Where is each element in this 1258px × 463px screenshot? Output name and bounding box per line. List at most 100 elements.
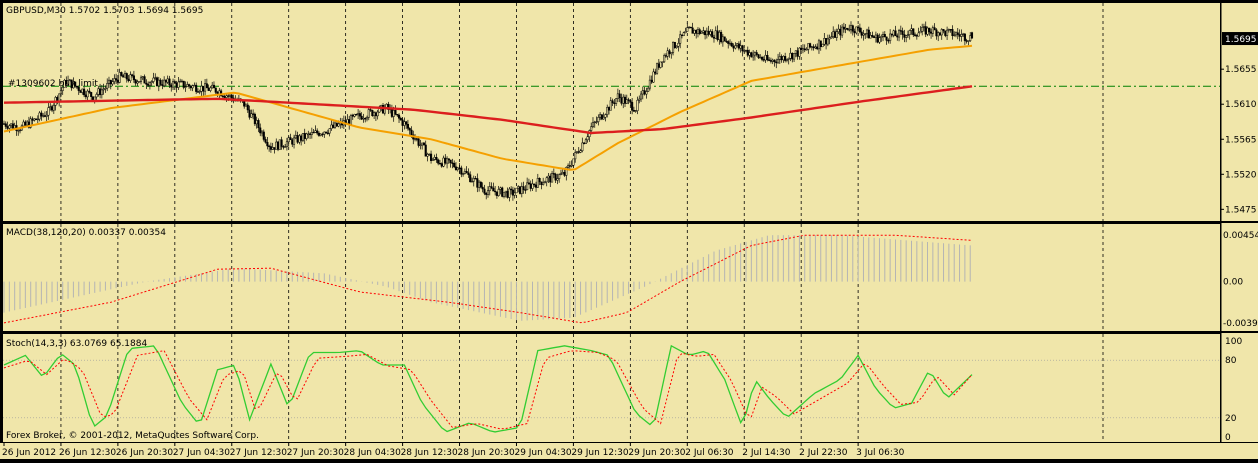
candle-body xyxy=(828,37,831,40)
macd-panel[interactable] xyxy=(3,224,1220,331)
candle-body xyxy=(325,131,328,134)
candle-body xyxy=(527,182,530,184)
candle-body xyxy=(967,40,970,42)
candle-body xyxy=(643,90,646,95)
time-tick-label: 29 Jun 04:30 xyxy=(514,448,571,458)
candle-body xyxy=(737,43,740,49)
candle-body xyxy=(138,81,141,83)
candle-body xyxy=(760,57,764,60)
candle-body xyxy=(655,63,659,74)
candle-body xyxy=(949,29,952,31)
candle-body xyxy=(250,113,253,118)
candle-body xyxy=(631,102,634,111)
price-panel[interactable] xyxy=(3,3,1220,221)
candle-body xyxy=(518,186,522,194)
candle-body xyxy=(470,180,474,183)
candle-body xyxy=(26,121,29,126)
candle-body xyxy=(56,97,59,102)
candle-body xyxy=(462,173,465,175)
candle-body xyxy=(830,36,833,39)
candle-body xyxy=(437,159,440,164)
candle-body xyxy=(11,123,14,129)
candle-body xyxy=(333,122,337,128)
candle-body xyxy=(931,27,934,34)
candle-body xyxy=(520,186,523,194)
candle-body xyxy=(851,25,854,32)
candle-body xyxy=(214,87,217,93)
candle-body xyxy=(947,29,950,31)
candle-body xyxy=(127,78,130,82)
candle-body xyxy=(472,178,475,182)
candle-body xyxy=(433,157,436,160)
candle-body xyxy=(962,33,965,36)
candle-body xyxy=(659,61,662,68)
candle-body xyxy=(52,105,55,111)
candle-body xyxy=(118,72,121,83)
candle-body xyxy=(212,84,216,89)
candle-body xyxy=(34,118,38,120)
candle-body xyxy=(531,183,534,189)
candle-body xyxy=(906,34,909,36)
candle-body xyxy=(629,100,632,103)
candle-body xyxy=(376,111,379,117)
candle-body xyxy=(294,135,297,139)
candle-body xyxy=(615,98,618,104)
candle-body xyxy=(951,29,954,36)
candle-body xyxy=(581,142,584,151)
candle-body xyxy=(351,115,354,117)
stochastic-panel[interactable] xyxy=(3,334,1220,442)
candle-body xyxy=(743,50,746,52)
candle-body xyxy=(191,85,194,89)
candle-body xyxy=(310,131,313,135)
candle-body xyxy=(919,31,922,34)
candle-body xyxy=(673,41,676,48)
candle-body xyxy=(543,181,546,184)
candle-body xyxy=(444,157,447,164)
candle-body xyxy=(40,112,43,117)
candle-body xyxy=(223,96,226,98)
candle-body xyxy=(50,106,54,111)
candle-body xyxy=(307,133,310,135)
candle-body xyxy=(759,57,762,59)
candle-body xyxy=(478,181,481,188)
candle-body xyxy=(912,28,915,36)
candle-body xyxy=(17,130,20,132)
candle-body xyxy=(428,153,431,156)
candle-body xyxy=(134,79,137,84)
time-tick-label: 2 Jul 06:30 xyxy=(685,448,734,458)
candle-body xyxy=(189,85,192,89)
candle-body xyxy=(184,86,187,88)
candle-body xyxy=(650,79,653,83)
candle-body xyxy=(705,30,708,36)
candle-body xyxy=(490,186,493,189)
candle-body xyxy=(417,138,420,146)
candle-body xyxy=(680,34,684,36)
candle-body xyxy=(132,75,135,81)
candle-body xyxy=(686,27,689,32)
candle-body xyxy=(364,118,367,120)
time-tick-label: 27 Jun 20:30 xyxy=(287,448,344,458)
candle-body xyxy=(741,45,744,52)
macd-histogram xyxy=(3,235,971,321)
candle-body xyxy=(488,186,491,191)
candle-body xyxy=(835,31,838,38)
candle-body xyxy=(154,77,157,79)
candle-body xyxy=(599,114,602,118)
candle-body xyxy=(956,32,959,35)
candle-body xyxy=(86,90,89,98)
candle-body xyxy=(373,112,376,117)
candle-body xyxy=(538,178,541,183)
candle-body xyxy=(579,150,582,153)
candle-body xyxy=(120,72,123,76)
candle-body xyxy=(604,114,607,118)
candle-body xyxy=(173,81,176,84)
candle-body xyxy=(780,56,783,61)
candle-body xyxy=(495,191,498,196)
candle-body xyxy=(727,41,730,44)
candle-body xyxy=(789,52,792,59)
macd-signal-line xyxy=(3,234,973,324)
candle-body xyxy=(935,29,938,37)
candle-body xyxy=(880,36,883,38)
candle-body xyxy=(129,74,132,82)
